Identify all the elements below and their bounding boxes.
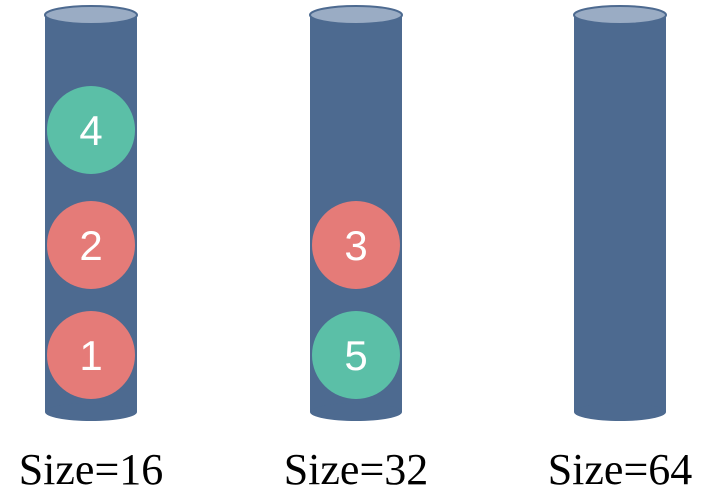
tube-bottom: [574, 403, 666, 421]
ball-4: 4: [47, 86, 135, 174]
ball-circle: [47, 201, 135, 289]
tube-2: 3 5 Size=32: [284, 5, 429, 494]
ball-2: 2: [47, 201, 135, 289]
ball-3: 3: [312, 201, 400, 289]
ball-number: 1: [79, 332, 102, 379]
ball-circle: [312, 201, 400, 289]
tube-body: [574, 15, 666, 412]
tube-size-label: Size=16: [19, 445, 164, 494]
tube-bottom: [45, 403, 137, 421]
tube-1: 4 2 1 Size=16: [19, 5, 164, 494]
ball-circle: [312, 311, 400, 399]
ball-number: 5: [344, 332, 367, 379]
tube-bottom: [310, 403, 402, 421]
tube-3: Size=64: [548, 5, 693, 494]
ball-circle: [47, 86, 135, 174]
tube-opening: [309, 5, 403, 25]
ball-number: 2: [79, 222, 102, 269]
tube-size-label: Size=32: [284, 445, 429, 494]
ball-1: 1: [47, 311, 135, 399]
ball-circle: [47, 311, 135, 399]
tube-opening: [573, 5, 667, 25]
ball-number: 3: [344, 222, 367, 269]
tube-opening: [44, 5, 138, 25]
ball-number: 4: [79, 107, 102, 154]
ball-5: 5: [312, 311, 400, 399]
tube-size-label: Size=64: [548, 445, 693, 494]
